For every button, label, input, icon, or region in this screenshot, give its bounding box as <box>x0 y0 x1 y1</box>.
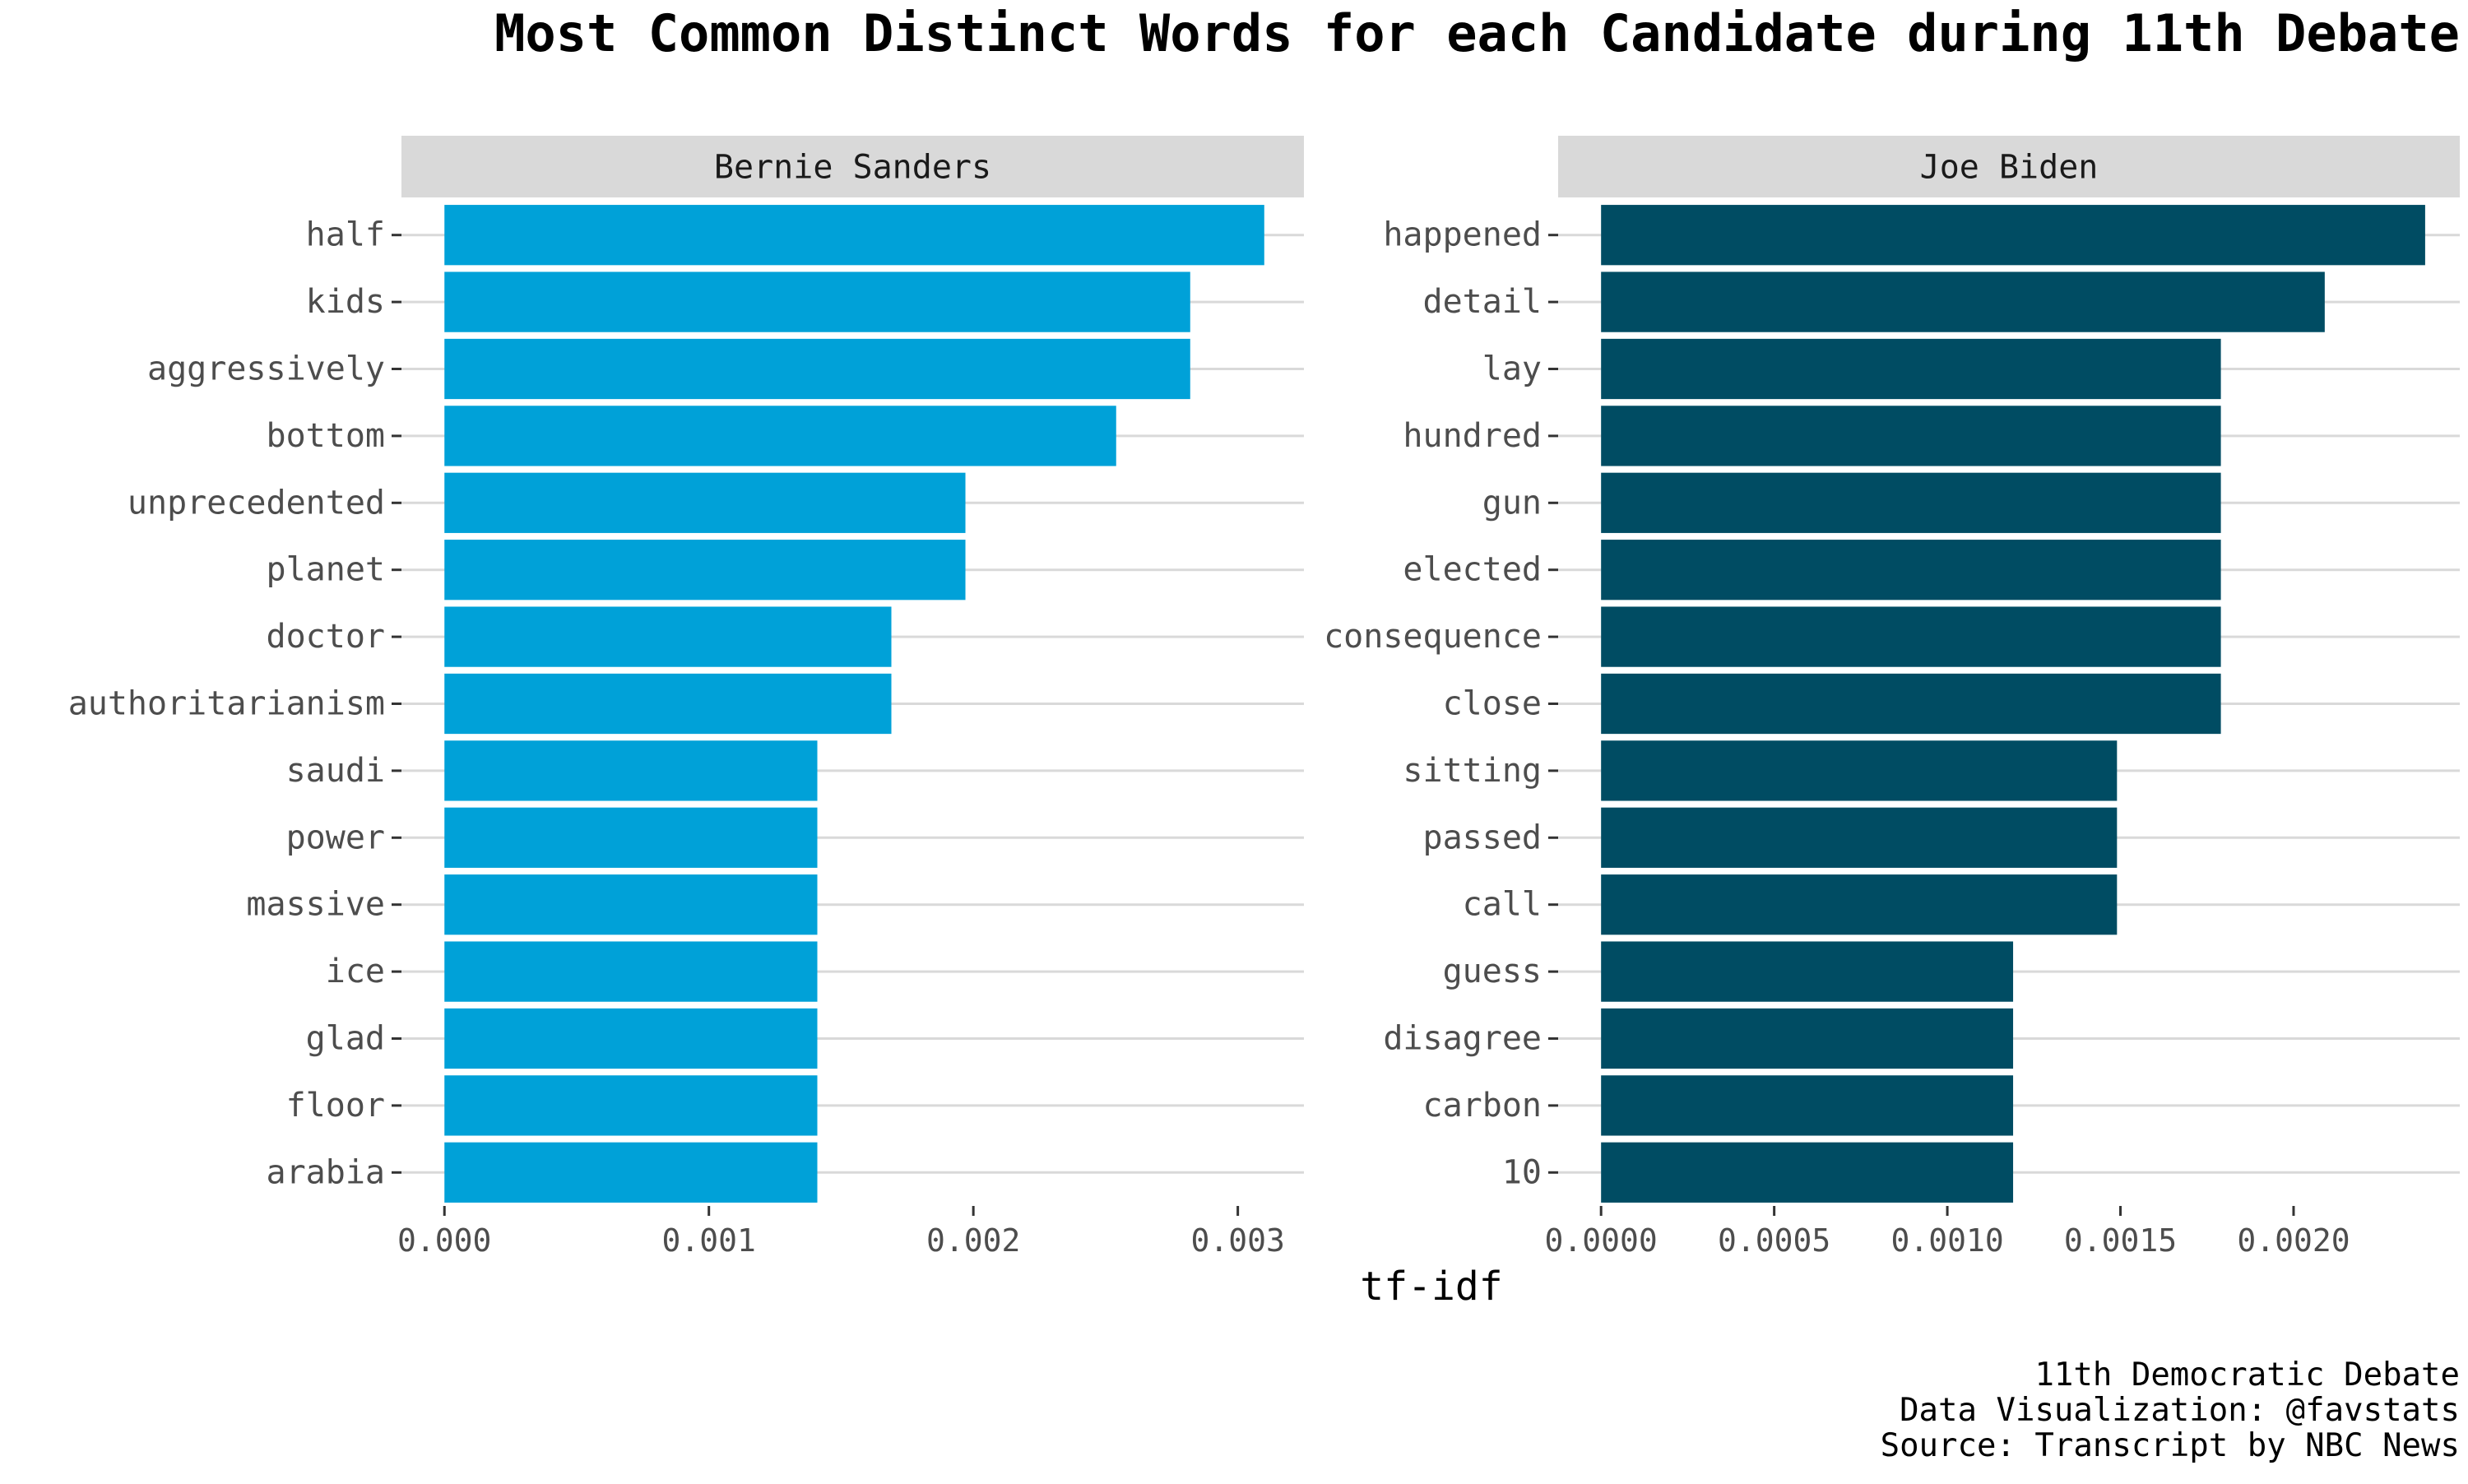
category-label: elected <box>1403 551 1542 589</box>
category-label: disagree <box>1383 1020 1542 1058</box>
x-tick-label: 0.001 <box>662 1222 756 1259</box>
caption: 11th Democratic Debate Data Visualizatio… <box>1881 1356 2460 1464</box>
x-tick-label: 0.0005 <box>1718 1222 1830 1259</box>
bar <box>444 941 818 1002</box>
bar <box>1601 606 2221 667</box>
bar <box>444 807 818 868</box>
bar <box>1601 673 2221 735</box>
bar <box>1601 1008 2014 1069</box>
bar <box>1601 874 2118 935</box>
bar <box>1601 807 2118 868</box>
bar <box>1601 338 2221 400</box>
facet-label: Joe Biden <box>1920 149 2099 187</box>
facet-panels: Bernie Sanders half kids aggressively bottom… <box>68 136 2460 1259</box>
bar <box>1601 540 2221 601</box>
category-label: carbon <box>1423 1087 1542 1125</box>
category-label: half <box>306 216 385 254</box>
category-label: call <box>1463 886 1542 924</box>
x-tick-label: 0.0010 <box>1890 1222 2003 1259</box>
category-label: hundred <box>1403 417 1542 455</box>
category-label: consequence <box>1324 618 1542 656</box>
category-label: ice <box>326 953 385 990</box>
bar <box>1601 271 2325 332</box>
caption-line: 11th Democratic Debate <box>2034 1356 2460 1394</box>
x-tick-label: 0.0015 <box>2064 1222 2177 1259</box>
caption-line: Source: Transcript by NBC News <box>1881 1427 2460 1464</box>
category-label: massive <box>246 886 385 924</box>
bar-series <box>444 205 1264 1203</box>
category-label: gun <box>1482 484 1542 522</box>
category-label: unprecedented <box>128 484 385 522</box>
category-label: kids <box>306 283 385 321</box>
category-label: saudi <box>286 752 385 790</box>
category-label: bottom <box>267 417 386 455</box>
panel-1: Bernie Sanders half kids aggressively bottom… <box>68 136 1304 1259</box>
category-label: guess <box>1443 953 1542 990</box>
category-label: doctor <box>267 618 386 656</box>
x-tick-label: 0.0000 <box>1545 1222 1658 1259</box>
caption-line: Data Visualization: @favstats <box>1900 1392 2460 1429</box>
bar <box>1601 205 2425 266</box>
category-label: floor <box>286 1087 385 1125</box>
bar <box>444 874 818 935</box>
category-label: passed <box>1423 819 1542 856</box>
bar <box>444 740 818 801</box>
bar <box>1601 1075 2014 1136</box>
bar <box>444 1075 818 1136</box>
category-label: close <box>1443 685 1542 723</box>
chart-title: Most Common Distinct Words for each Cand… <box>494 3 2460 63</box>
bar <box>1601 1142 2014 1203</box>
x-tick-label: 0.0020 <box>2237 1222 2350 1259</box>
x-tick-label: 0.002 <box>926 1222 1020 1259</box>
category-label: arabia <box>267 1153 386 1191</box>
bar <box>444 271 1190 332</box>
category-label: sitting <box>1403 752 1542 790</box>
category-label: 10 <box>1502 1153 1542 1191</box>
category-label: power <box>286 819 385 856</box>
facet-strip <box>1558 136 2460 197</box>
bar <box>1601 941 2014 1002</box>
x-tick-label: 0.000 <box>397 1222 491 1259</box>
bar <box>444 472 966 533</box>
bar <box>444 1142 818 1203</box>
bar <box>1601 406 2221 466</box>
bar <box>444 673 892 735</box>
category-label: authoritarianism <box>68 685 385 723</box>
category-label: detail <box>1423 283 1542 321</box>
bar <box>444 205 1264 266</box>
facet-strip <box>401 136 1304 197</box>
panel-2: Joe Biden happened detail lay hundred gun elec… <box>1324 136 2460 1259</box>
facet-label: Bernie Sanders <box>714 149 991 187</box>
category-label: lay <box>1482 350 1542 388</box>
category-label: planet <box>267 551 386 589</box>
bar <box>444 1008 818 1069</box>
category-label: happened <box>1383 216 1542 254</box>
bar <box>444 406 1116 466</box>
x-axis-title: tf-idf <box>1360 1264 1502 1310</box>
bar-series <box>1601 205 2425 1203</box>
bar <box>444 606 892 667</box>
category-label: glad <box>306 1020 385 1058</box>
bar <box>444 540 966 601</box>
bar <box>1601 472 2221 533</box>
category-label: aggressively <box>147 350 385 388</box>
bar <box>1601 740 2118 801</box>
bar <box>444 338 1190 400</box>
x-tick-label: 0.003 <box>1190 1222 1284 1259</box>
